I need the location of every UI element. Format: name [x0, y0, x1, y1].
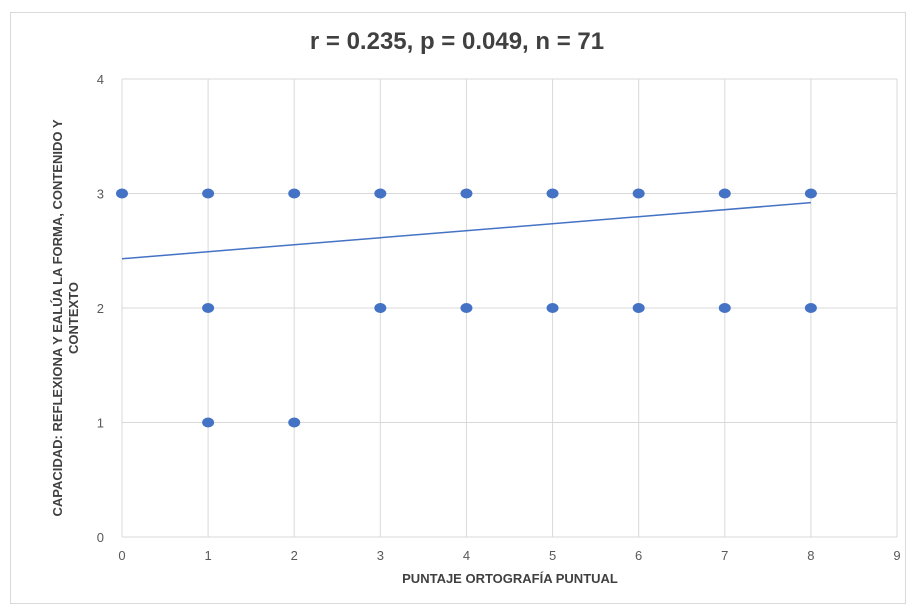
- data-point: [546, 303, 559, 313]
- x-tick-label: 7: [721, 548, 728, 563]
- y-axis-label-line-2: CONTEXTO: [66, 282, 81, 354]
- data-point: [460, 303, 473, 313]
- y-axis-label-line-1: CAPACIDAD: REFLEXIONA Y EALÚA LA FORMA, …: [50, 119, 65, 516]
- trendline-group: [121, 201, 811, 260]
- x-tick-label: 3: [377, 548, 384, 563]
- data-point: [804, 188, 817, 199]
- x-tick-label: 1: [204, 548, 211, 563]
- data-point: [202, 188, 215, 199]
- data-point: [546, 188, 559, 199]
- x-tick-label: 4: [463, 548, 470, 563]
- x-axis-label: PUNTAJE ORTOGRAFÍA PUNTUAL: [402, 571, 618, 586]
- data-point: [202, 303, 215, 313]
- axes: [121, 79, 897, 538]
- data-points: [116, 188, 817, 428]
- data-point: [460, 188, 473, 199]
- data-point: [718, 188, 731, 199]
- data-point: [288, 188, 301, 199]
- data-point: [632, 188, 645, 199]
- tick-labels: 0 1 2 3 4 5 6 7 8 9 0 1 2 3 4: [97, 72, 901, 563]
- y-axis-label: CAPACIDAD: REFLEXIONA Y EALÚA LA FORMA, …: [50, 119, 81, 516]
- gridlines: [122, 78, 898, 537]
- data-point: [116, 188, 128, 199]
- data-point: [718, 303, 731, 313]
- data-point: [374, 188, 387, 199]
- x-tick-label: 0: [118, 548, 125, 563]
- y-tick-label: 4: [97, 72, 104, 87]
- data-point: [288, 417, 301, 428]
- trendline: [121, 201, 811, 260]
- x-tick-label: 2: [291, 548, 298, 563]
- x-tick-label: 9: [893, 548, 900, 563]
- chart-title: r = 0.235, p = 0.049, n = 71: [309, 28, 605, 55]
- data-point: [202, 417, 215, 428]
- x-tick-label: 8: [807, 548, 814, 563]
- data-point: [632, 303, 645, 313]
- data-point: [374, 303, 387, 313]
- y-tick-label: 0: [97, 530, 104, 545]
- y-tick-label: 2: [97, 301, 104, 316]
- y-tick-label: 3: [97, 187, 104, 202]
- x-tick-label: 5: [549, 548, 556, 563]
- data-point: [804, 303, 817, 313]
- x-tick-label: 6: [635, 548, 642, 563]
- y-tick-label: 1: [97, 416, 104, 431]
